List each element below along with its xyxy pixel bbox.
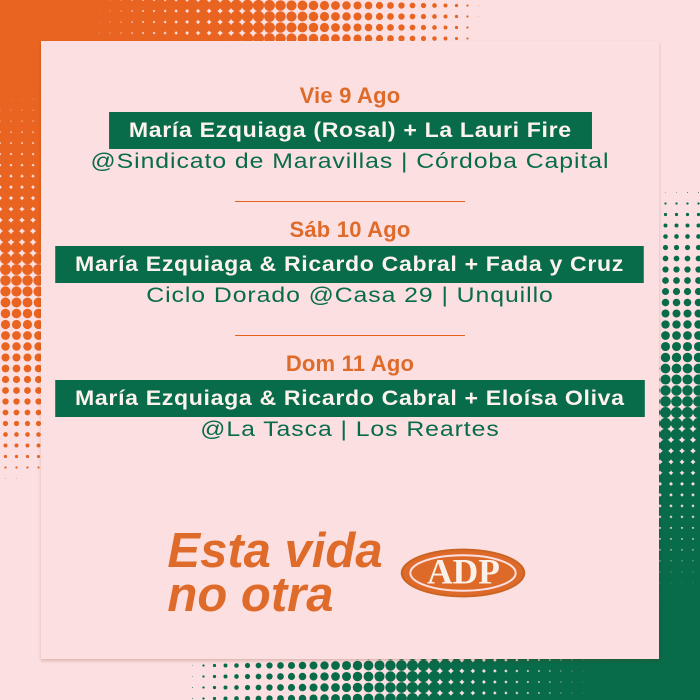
svg-text:ADP: ADP: [427, 551, 500, 591]
